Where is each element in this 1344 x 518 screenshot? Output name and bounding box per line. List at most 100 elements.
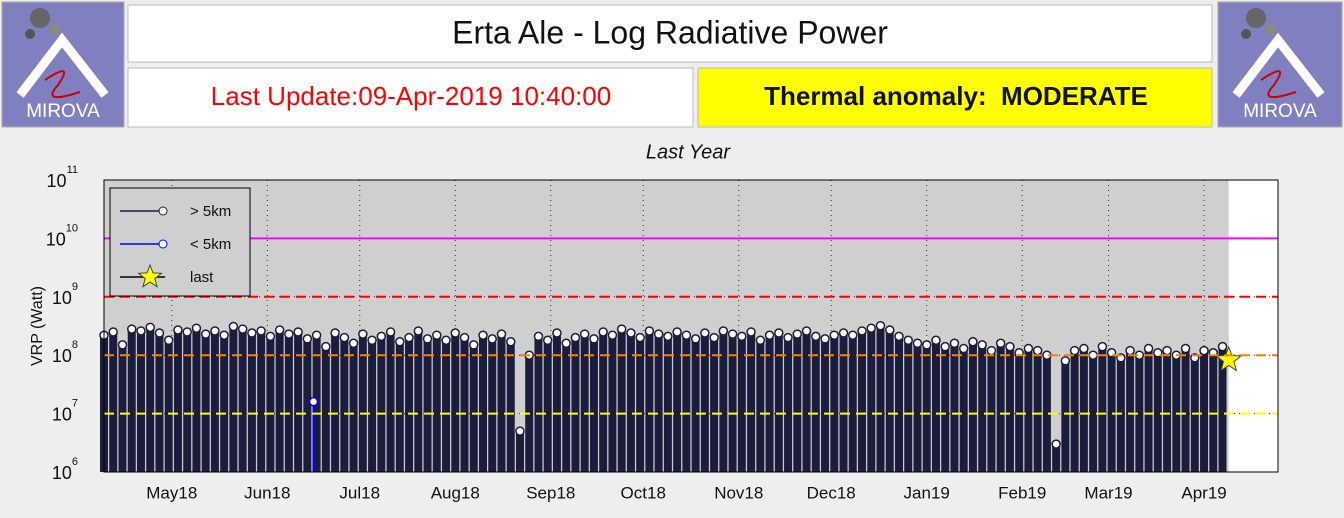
tick-base: 10 — [52, 404, 72, 424]
marker — [1143, 343, 1154, 354]
data-point — [1042, 350, 1052, 472]
marker — [302, 334, 313, 344]
data-point — [838, 328, 849, 472]
data-point — [1180, 343, 1191, 472]
marker — [838, 328, 849, 338]
data-point — [811, 331, 821, 472]
data-point — [866, 323, 877, 472]
data-point — [126, 324, 137, 472]
marker — [644, 326, 655, 336]
marker — [469, 340, 479, 350]
data-point — [718, 326, 729, 472]
data-point — [1125, 345, 1135, 472]
marker — [432, 330, 442, 340]
data-point — [857, 326, 867, 472]
data-point — [154, 328, 165, 472]
x-tick-label: Aug18 — [431, 483, 480, 502]
marker — [894, 331, 904, 342]
data-point — [422, 334, 433, 472]
marker — [811, 331, 821, 342]
marker — [681, 330, 692, 340]
x-tick-label: Sep18 — [526, 483, 575, 502]
marker — [820, 334, 830, 344]
marker — [1180, 343, 1191, 354]
data-point — [441, 335, 451, 472]
data-point — [339, 332, 350, 472]
marker — [441, 335, 451, 346]
marker — [866, 323, 877, 333]
data-point — [829, 330, 840, 472]
data-point — [737, 331, 747, 472]
marker — [422, 334, 433, 344]
data-point — [145, 322, 155, 472]
marker — [570, 332, 581, 343]
page-title: Erta Ale - Log Radiative Power — [452, 14, 888, 50]
marker — [126, 324, 137, 334]
data-point — [1023, 343, 1034, 472]
marker — [968, 336, 978, 347]
data-point — [542, 335, 553, 472]
marker — [284, 329, 294, 339]
data-point — [1208, 348, 1219, 472]
marker — [626, 328, 636, 338]
data-point — [274, 325, 285, 472]
marker — [542, 335, 553, 346]
legend-label: < 5km — [190, 236, 231, 253]
x-tick-label: Jul18 — [339, 483, 380, 502]
marker — [348, 338, 359, 349]
data-point — [977, 340, 987, 472]
status: Thermal anomaly: MODERATE — [764, 81, 1148, 111]
marker — [1060, 356, 1071, 366]
data-point — [792, 329, 803, 472]
data-point — [1153, 348, 1163, 472]
marker — [265, 331, 276, 342]
marker — [330, 328, 340, 338]
data-point — [330, 328, 340, 472]
data-point — [635, 332, 645, 472]
data-point — [496, 329, 507, 472]
marker — [210, 326, 220, 336]
x-tick-label: Dec18 — [807, 483, 856, 502]
data-point — [903, 335, 913, 472]
marker — [700, 328, 710, 338]
marker — [200, 329, 211, 339]
data-point — [256, 326, 266, 472]
data-point — [561, 338, 571, 472]
data-point — [395, 336, 405, 472]
data-point — [875, 320, 886, 472]
marker — [561, 338, 571, 349]
data-point — [293, 327, 303, 472]
data-point — [746, 327, 756, 472]
marker — [607, 330, 618, 340]
marker — [191, 323, 202, 333]
data-point — [173, 325, 183, 472]
data-point — [1005, 341, 1015, 472]
data-point — [607, 330, 618, 472]
data-point — [949, 338, 960, 472]
data-point — [524, 350, 534, 472]
title-box — [127, 4, 1213, 63]
legend-box — [109, 187, 251, 297]
marker — [1097, 341, 1108, 352]
x-tick-label: May18 — [146, 483, 197, 502]
marker — [1217, 341, 1228, 352]
data-point — [228, 321, 239, 472]
marker — [1199, 345, 1209, 356]
marker — [321, 341, 331, 352]
marker — [801, 326, 812, 336]
tick-power: 8 — [72, 339, 78, 351]
marker — [884, 325, 895, 335]
data-point — [404, 332, 414, 472]
marker — [829, 330, 840, 340]
logo-right: MIROVA — [1217, 1, 1343, 128]
data-point — [1032, 345, 1043, 472]
marker — [663, 331, 673, 342]
marker — [339, 332, 350, 343]
y-tick-label: 106 — [52, 456, 78, 483]
star-marker — [1214, 345, 1243, 372]
data-point — [598, 327, 608, 472]
legend-label: > 5km — [190, 203, 231, 220]
y-axis-label: VRP (Watt) — [29, 286, 46, 366]
marker — [783, 332, 793, 343]
